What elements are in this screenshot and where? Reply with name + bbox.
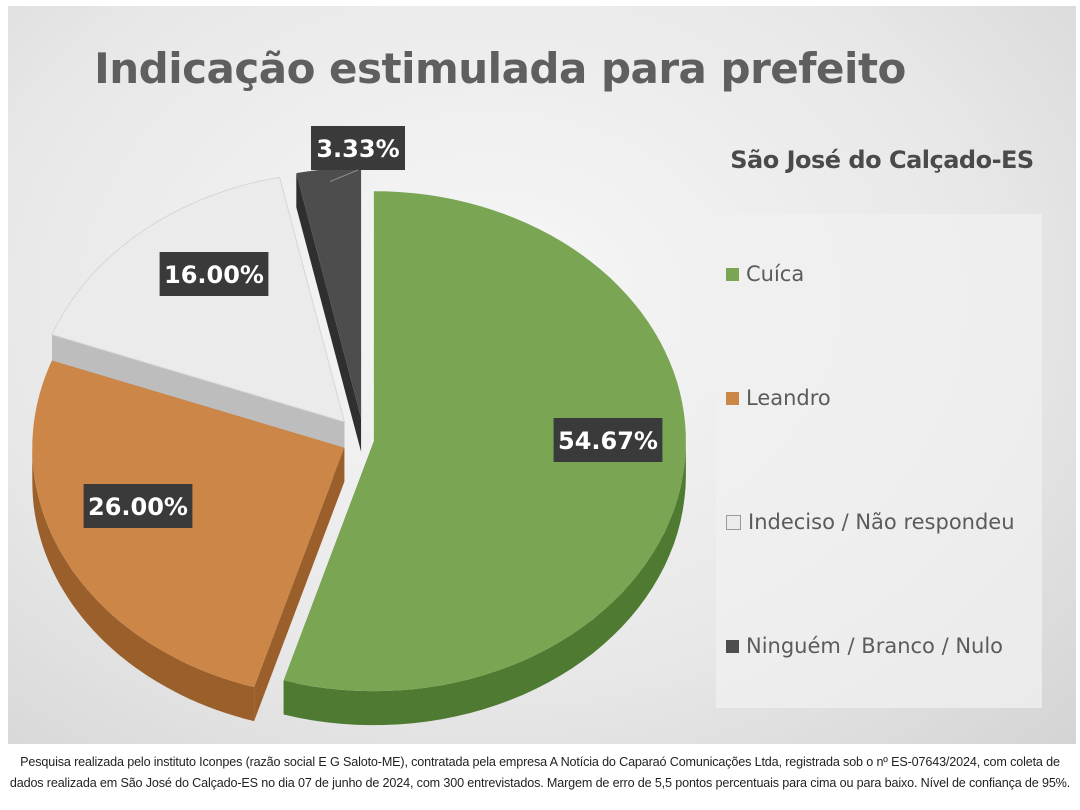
pie-slice-indeciso <box>51 176 346 423</box>
data-label-indeciso: 16.00% <box>159 252 269 296</box>
data-label-text-indeciso: 16.00% <box>164 261 264 289</box>
legend-item-ninguem: Ninguém / Branco / Nulo <box>726 634 1003 658</box>
pie-side-cuica <box>283 441 686 726</box>
data-label-box-cuica <box>553 418 663 462</box>
pie-side-leandro <box>32 447 255 722</box>
leader-line-ninguem <box>329 169 359 182</box>
pie-slice-ninguem <box>296 167 362 418</box>
legend-label-ninguem: Ninguém / Branco / Nulo <box>746 634 1004 658</box>
legend-swatch-indeciso <box>726 514 741 530</box>
legend-label-indeciso: Indeciso / Não respondeu <box>748 510 1015 534</box>
data-label-cuica: 54.67% <box>553 418 663 462</box>
data-label-leandro: 26.00% <box>83 484 193 528</box>
data-label-text-cuica: 54.67% <box>558 427 658 455</box>
data-label-box-leandro <box>83 484 193 528</box>
legend-label-leandro: Leandro <box>746 386 831 410</box>
pie-cut-leandro-0 <box>254 447 345 722</box>
legend: Cuíca Leandro Indeciso / Não respondeu N… <box>716 214 1042 708</box>
legend-swatch-leandro <box>726 391 739 405</box>
chart-subtitle: São José do Calçado-ES <box>730 146 1034 174</box>
pie-cut-indeciso-0 <box>52 334 345 456</box>
legend-swatch-ninguem <box>726 639 739 653</box>
pie-cut-ninguem-0 <box>296 173 362 452</box>
footnote-line-1: Pesquisa realizada pelo instituto Iconpe… <box>20 755 1060 769</box>
data-label-box-indeciso <box>159 252 269 296</box>
pie-slice-cuica <box>283 191 686 692</box>
data-label-text-leandro: 26.00% <box>88 493 188 521</box>
footnote-line-2: dados realizada em São José do Calçado-E… <box>9 776 1071 790</box>
legend-item-indeciso: Indeciso / Não respondeu <box>726 510 1015 534</box>
data-label-ninguem: 3.33% <box>311 126 405 170</box>
chart-title: Indicação estimulada para prefeito <box>94 44 906 93</box>
legend-item-leandro: Leandro <box>726 386 831 410</box>
data-label-text-ninguem: 3.33% <box>316 135 399 163</box>
footnote: Pesquisa realizada pelo instituto Iconpe… <box>0 752 1080 794</box>
data-label-box-ninguem <box>311 126 405 170</box>
legend-item-cuica: Cuíca <box>726 262 804 286</box>
legend-label-cuica: Cuíca <box>746 262 805 286</box>
legend-swatch-cuica <box>726 267 739 281</box>
